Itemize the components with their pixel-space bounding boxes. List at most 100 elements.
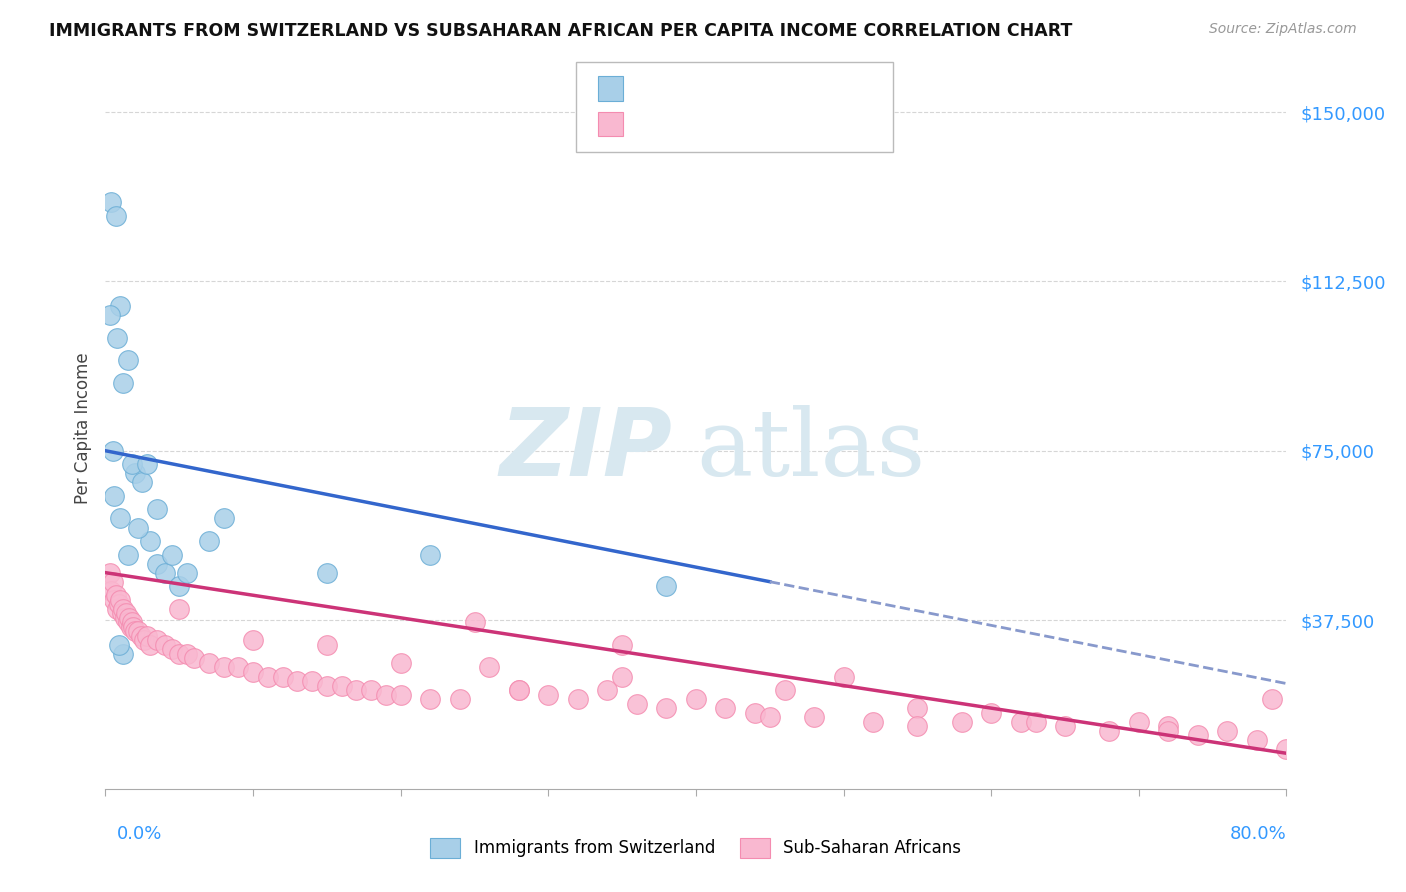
Point (107, 597, 129, 611)
Point (117, 615, 139, 630)
Text: ZIP: ZIP (499, 404, 672, 496)
Point (257, 669, 280, 683)
Text: 80.0%: 80.0% (1230, 825, 1286, 843)
Point (1246, 732, 1268, 747)
Point (626, 697, 648, 711)
Point (146, 633, 169, 648)
Point (169, 647, 191, 661)
Point (176, 647, 198, 661)
Point (449, 692, 471, 706)
Point (98, 308, 121, 322)
Point (242, 633, 264, 648)
Point (114, 611, 136, 625)
Point (104, 209, 127, 223)
Point (138, 638, 162, 652)
Point (122, 620, 145, 634)
Point (104, 588, 127, 602)
Point (301, 674, 323, 689)
Point (138, 534, 162, 549)
Point (127, 624, 149, 639)
Point (100, 195, 122, 210)
Point (537, 688, 560, 702)
Point (744, 706, 766, 720)
Point (1098, 723, 1121, 738)
Point (508, 683, 530, 698)
Point (907, 701, 929, 715)
Point (478, 660, 501, 674)
Point (105, 331, 128, 345)
Text: Source: ZipAtlas.com: Source: ZipAtlas.com (1209, 22, 1357, 37)
Point (135, 458, 157, 472)
Point (118, 611, 141, 625)
Point (464, 615, 486, 630)
Point (596, 683, 619, 698)
Point (101, 574, 124, 589)
Point (1010, 714, 1032, 729)
Point (110, 592, 132, 607)
Text: 0.0%: 0.0% (117, 825, 162, 843)
Point (183, 651, 205, 665)
Point (112, 647, 135, 661)
Point (803, 710, 825, 724)
Point (419, 692, 441, 706)
Point (1054, 719, 1077, 733)
Point (714, 701, 737, 715)
Point (160, 548, 183, 562)
Y-axis label: Per Capita Income: Per Capita Income (73, 352, 91, 504)
Text: IMMIGRANTS FROM SWITZERLAND VS SUBSAHARAN AFRICAN PER CAPITA INCOME CORRELATION : IMMIGRANTS FROM SWITZERLAND VS SUBSAHARA… (49, 22, 1073, 40)
Point (1024, 714, 1046, 729)
Point (330, 679, 353, 693)
Legend: Immigrants from Switzerland, Sub-Saharan Africans: Immigrants from Switzerland, Sub-Saharan… (423, 831, 969, 864)
Point (832, 669, 855, 683)
Point (374, 688, 398, 702)
Point (124, 624, 146, 639)
Point (110, 511, 132, 525)
Point (315, 638, 337, 652)
Point (389, 688, 412, 702)
Point (212, 511, 235, 525)
Point (950, 714, 973, 729)
Point (160, 642, 183, 657)
Point (271, 669, 294, 683)
Point (315, 679, 337, 693)
Point (315, 566, 337, 580)
Point (169, 579, 191, 593)
Point (127, 520, 149, 534)
Point (759, 710, 782, 724)
Point (1216, 723, 1239, 738)
Point (112, 602, 135, 616)
Point (132, 633, 155, 648)
Point (100, 583, 122, 598)
Point (612, 669, 634, 683)
Point (1128, 714, 1150, 729)
Point (655, 701, 678, 715)
Point (612, 638, 634, 652)
Point (197, 534, 219, 549)
Point (153, 566, 176, 580)
Point (121, 458, 143, 472)
Point (110, 299, 132, 313)
Text: R =  -0.127    N = 30: R = -0.127 N = 30 (631, 79, 835, 97)
Point (907, 719, 929, 733)
Point (115, 607, 138, 621)
Point (176, 566, 198, 580)
Point (197, 656, 219, 670)
Point (105, 602, 128, 616)
Point (1187, 728, 1209, 742)
Point (129, 629, 152, 643)
Point (360, 683, 382, 698)
Point (101, 443, 124, 458)
Point (103, 489, 125, 503)
Point (242, 665, 264, 679)
Point (685, 692, 707, 706)
Point (1275, 741, 1298, 756)
Point (1157, 719, 1180, 733)
Point (419, 548, 441, 562)
Point (117, 353, 139, 368)
Point (169, 602, 191, 616)
Point (212, 660, 235, 674)
Point (980, 706, 1002, 720)
Point (389, 656, 412, 670)
Point (124, 467, 146, 481)
Point (508, 683, 530, 698)
